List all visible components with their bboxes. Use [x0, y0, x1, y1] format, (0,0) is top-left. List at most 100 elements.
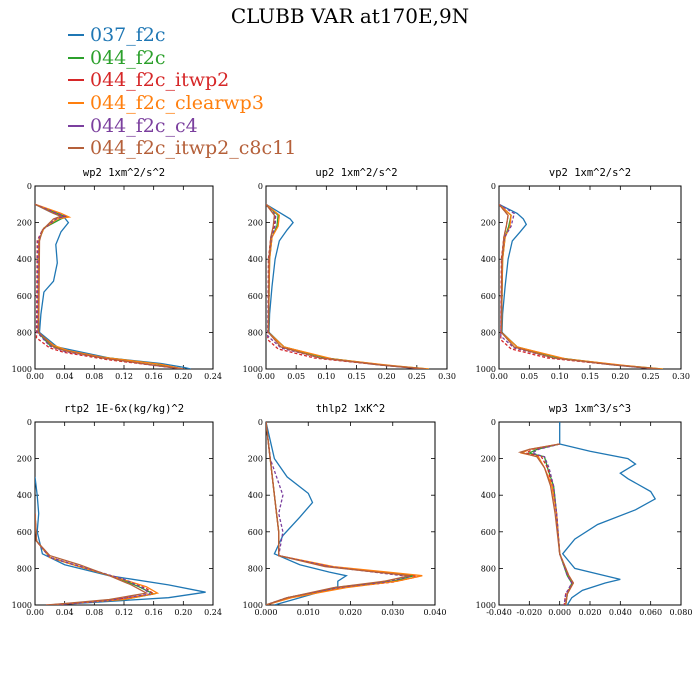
- chart-title: up2 1xm^2/s^2: [315, 167, 397, 179]
- y-tick-label: 400: [17, 255, 32, 264]
- x-tick-label: 0.20: [611, 372, 629, 381]
- legend-label: 044_f2c_itwp2: [90, 69, 230, 92]
- series-line-037_f2c: [559, 422, 657, 605]
- y-tick-label: 1000: [476, 365, 496, 374]
- chart-panel: rtp2 1E-6x(kg/kg)^2 0.00 0.04 0.08 0.12 0.16 0…: [12, 403, 222, 617]
- x-tick-label: 0.10: [551, 372, 569, 381]
- plot-frame: [498, 421, 682, 606]
- series-line-037_f2c: [266, 422, 348, 605]
- x-tick-label: -0.020: [517, 608, 543, 617]
- legend-label: 037_f2c: [90, 24, 166, 47]
- y-tick-label: 800: [17, 328, 32, 337]
- x-tick-label: 0.030: [381, 608, 404, 617]
- y-tick-label: 600: [17, 292, 32, 301]
- series-line-044_f2c_itwp2: [524, 443, 575, 605]
- series-line-044_f2c_itwp2_c8c11: [35, 513, 149, 605]
- chart-title: thlp2 1xK^2: [316, 403, 386, 415]
- x-tick-label: 0.00: [490, 372, 508, 381]
- y-tick-label: 200: [17, 455, 32, 464]
- x-tick-label: 0.020: [579, 608, 602, 617]
- y-tick-label: 400: [248, 491, 263, 500]
- series-line-044_f2c_itwp2_c8c11: [499, 203, 660, 369]
- x-tick-label: 0.010: [297, 608, 320, 617]
- series-line-044_f2c_clearwp3: [266, 203, 429, 369]
- chart-title: wp2 1xm^2/s^2: [83, 167, 165, 179]
- series-line-044_f2c_itwp2_c8c11: [266, 422, 410, 605]
- legend-swatch: [68, 79, 84, 82]
- series-line-037_f2c: [35, 203, 191, 369]
- y-tick-label: 800: [248, 564, 263, 573]
- series-line-044_f2c_itwp2_c8c11: [35, 203, 184, 369]
- x-tick-label: 0.15: [348, 372, 366, 381]
- legend-label: 044_f2c_c4: [90, 114, 198, 137]
- x-tick-label: 0.08: [85, 372, 103, 381]
- x-tick-label: 0.25: [408, 372, 426, 381]
- y-tick-label: 0: [491, 182, 496, 191]
- legend-item: 044_f2c_itwp2: [68, 69, 296, 92]
- x-tick-label: 0.16: [145, 372, 163, 381]
- x-tick-label: 0.040: [609, 608, 632, 617]
- y-tick-label: 1000: [243, 601, 263, 610]
- series-line-044_f2c: [266, 422, 415, 605]
- series-line-044_f2c_itwp2: [266, 203, 423, 369]
- y-tick-label: 800: [481, 564, 496, 573]
- y-tick-label: 400: [17, 491, 32, 500]
- y-tick-label: 600: [248, 292, 263, 301]
- x-tick-label: 0.000: [255, 608, 278, 617]
- chart-title: vp2 1xm^2/s^2: [549, 167, 631, 179]
- y-tick-label: 0: [491, 418, 496, 427]
- y-tick-label: 400: [248, 255, 263, 264]
- series-line-044_f2c: [35, 203, 184, 369]
- x-tick-label: 0.10: [317, 372, 335, 381]
- legend-item: 044_f2c: [68, 47, 296, 70]
- y-tick-label: 400: [481, 491, 496, 500]
- x-tick-label: 0.04: [56, 608, 74, 617]
- x-tick-label: 0.00: [257, 372, 275, 381]
- series-line-044_f2c: [499, 203, 663, 369]
- x-tick-label: 0.060: [639, 608, 662, 617]
- x-tick-label: 0.05: [520, 372, 538, 381]
- series-line-037_f2c: [35, 476, 206, 605]
- chart-panel: thlp2 1xK^2 0.000 0.010 0.020 0.030 0.040 0 200…: [243, 403, 447, 617]
- y-tick-label: 600: [481, 292, 496, 301]
- y-tick-label: 0: [258, 182, 263, 191]
- plot-frame: [265, 185, 448, 370]
- y-tick-label: 1000: [476, 601, 496, 610]
- y-tick-label: 0: [27, 182, 32, 191]
- series-line-044_f2c_itwp2_c8c11: [517, 443, 575, 605]
- y-tick-label: 1000: [243, 365, 263, 374]
- series-line-037_f2c: [266, 203, 423, 369]
- x-tick-label: 0.04: [56, 372, 74, 381]
- series-line-044_f2c_c4: [35, 513, 152, 605]
- y-tick-label: 200: [481, 219, 496, 228]
- x-tick-label: 0.20: [174, 372, 192, 381]
- x-tick-label: 0.000: [548, 608, 571, 617]
- series-line-044_f2c_c4: [530, 443, 573, 605]
- x-tick-label: 0.020: [339, 608, 362, 617]
- y-tick-label: 200: [248, 455, 263, 464]
- x-tick-label: 0.00: [26, 608, 44, 617]
- y-tick-label: 800: [481, 328, 496, 337]
- y-tick-label: 0: [27, 418, 32, 427]
- x-tick-label: 0.12: [115, 372, 133, 381]
- figure-title: CLUBB VAR at170E,9N: [230, 4, 470, 28]
- legend-label: 044_f2c_clearwp3: [90, 92, 264, 115]
- legend-swatch: [68, 34, 84, 37]
- legend-swatch: [68, 56, 84, 59]
- series-line-044_f2c_c4: [35, 203, 184, 369]
- chart-title: rtp2 1E-6x(kg/kg)^2: [64, 403, 184, 415]
- legend-item: 044_f2c_itwp2_c8c11: [68, 137, 296, 160]
- x-tick-label: 0.080: [670, 608, 693, 617]
- x-tick-label: 0.05: [287, 372, 305, 381]
- x-tick-label: 0.24: [204, 608, 222, 617]
- x-tick-label: 0.30: [672, 372, 690, 381]
- series-line-044_f2c_clearwp3: [499, 203, 663, 369]
- y-tick-label: 200: [248, 219, 263, 228]
- chart-title: wp3 1xm^3/s^3: [549, 403, 631, 415]
- y-tick-label: 0: [258, 418, 263, 427]
- series-line-044_f2c: [266, 203, 429, 369]
- series-line-044_f2c_itwp2: [35, 203, 184, 369]
- legend: 037_f2c 044_f2c 044_f2c_itwp2 044_f2c_clear…: [68, 24, 296, 160]
- y-tick-label: 800: [248, 328, 263, 337]
